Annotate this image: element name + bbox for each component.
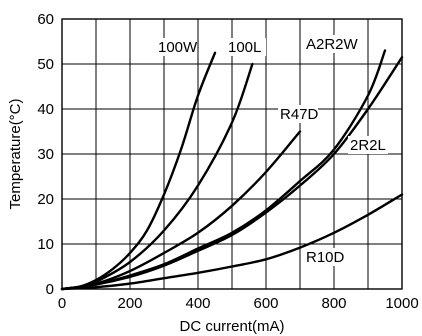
x-tick-label: 200 xyxy=(117,295,142,312)
x-tick-label: 400 xyxy=(185,295,210,312)
grid xyxy=(62,19,402,289)
series-label-background xyxy=(226,38,266,56)
series-labels: 100W 100L R47D A2R2W 2R2L R10D xyxy=(156,35,388,266)
x-tick-label: 1000 xyxy=(385,295,418,312)
series-label-100l: 100L xyxy=(228,39,261,56)
series-label-100w: 100W xyxy=(158,39,198,56)
y-tick-label: 10 xyxy=(37,236,54,253)
series-label-a2r2w: A2R2W xyxy=(306,36,359,53)
x-tick-labels: 0 200 400 600 800 1000 xyxy=(58,295,419,312)
plot-frame xyxy=(61,18,403,290)
series-line-r10d xyxy=(60,193,404,291)
series-label-background xyxy=(304,35,353,53)
series-label-r10d: R10D xyxy=(306,249,345,266)
x-tick-label: 0 xyxy=(58,295,66,312)
y-tick-labels: 0 10 20 30 40 50 60 xyxy=(37,11,54,298)
curves xyxy=(60,49,404,291)
y-tick-label: 20 xyxy=(37,191,54,208)
y-tick-label: 60 xyxy=(37,11,54,28)
series-label-2r2l: 2R2L xyxy=(350,137,386,154)
series-line-2r2l xyxy=(60,56,404,291)
x-axis-title: DC current(mA) xyxy=(179,318,284,335)
series-label-background xyxy=(304,248,344,266)
y-tick-label: 40 xyxy=(37,101,54,118)
series-label-background xyxy=(278,105,318,123)
y-tick-label: 30 xyxy=(37,146,54,163)
x-tick-label: 600 xyxy=(253,295,278,312)
series-label-r47d: R47D xyxy=(280,106,319,123)
series-label-background xyxy=(156,38,196,56)
series-label-background xyxy=(348,136,388,154)
y-tick-label: 0 xyxy=(46,281,54,298)
y-axis-title: Temperature(°C) xyxy=(7,98,24,209)
series-line-100l xyxy=(60,62,254,291)
x-tick-label: 800 xyxy=(321,295,346,312)
y-tick-label: 50 xyxy=(37,56,54,73)
